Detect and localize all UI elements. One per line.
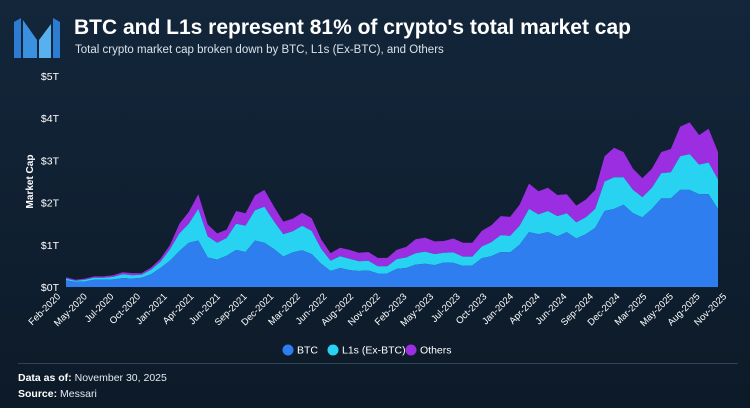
legend-label-btc: BTC: [297, 345, 318, 357]
y-tick-label: $1T: [41, 240, 60, 252]
legend-label-l1s-ex-btc: L1s (Ex-BTC): [342, 345, 406, 357]
legend-swatch-btc: [282, 344, 294, 356]
legend-swatch-others: [405, 344, 417, 356]
chart-subtitle: Total crypto market cap broken down by B…: [75, 44, 444, 56]
y-tick-label: $5T: [41, 71, 60, 83]
area-others: [66, 122, 718, 281]
y-axis-label: Market Cap: [25, 155, 36, 209]
footer-divider: [18, 363, 738, 364]
area-btc: [66, 189, 718, 287]
area-l1s-ex-btc: [66, 154, 718, 282]
legend-swatch-l1s-ex-btc: [327, 344, 339, 356]
y-tick-label: $0T: [41, 282, 60, 294]
y-axis: $0T $1T $2T $3T $4T $5T Market Cap: [25, 71, 60, 294]
x-axis: Feb-2020May-2020Jul-2020Oct-2020Jan-2021…: [27, 291, 730, 329]
stacked-areas: [66, 122, 718, 287]
legend: BTC L1s (Ex-BTC) Others: [282, 344, 452, 357]
y-tick-label: $2T: [41, 198, 60, 210]
messari-logo: [14, 18, 60, 58]
y-tick-label: $3T: [41, 155, 60, 167]
footer: Data as of: November 30, 2025 Source: Me…: [18, 363, 738, 404]
legend-label-others: Others: [420, 345, 452, 357]
y-tick-label: $4T: [41, 113, 60, 125]
data-as-of-value: November 30, 2025: [74, 372, 167, 384]
source-value: Messari: [60, 388, 97, 400]
source-line: Source: Messari: [18, 388, 738, 400]
chart-title: BTC and L1s represent 81% of crypto's to…: [74, 16, 631, 39]
data-as-of-line: Data as of: November 30, 2025: [18, 372, 738, 384]
source-label: Source:: [18, 388, 58, 400]
data-as-of-label: Data as of:: [18, 372, 72, 384]
